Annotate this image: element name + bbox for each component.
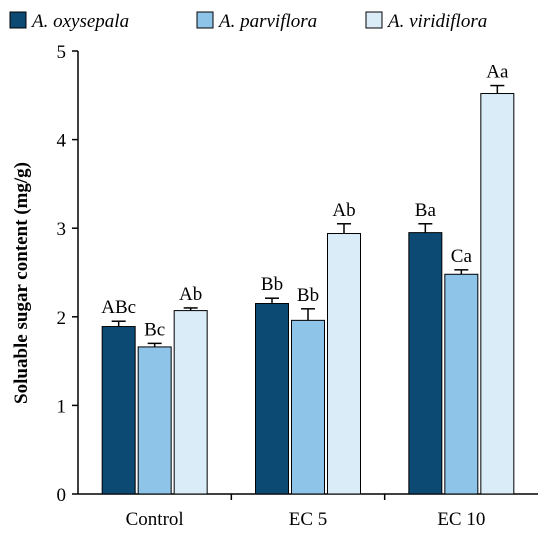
- x-tick-label: EC 10: [437, 509, 485, 530]
- bar: [173, 310, 208, 495]
- y-axis-label: Soluable sugar content (mg/g): [11, 162, 32, 404]
- legend-entry: A. viridiflora: [386, 11, 487, 32]
- bar: [255, 303, 289, 495]
- data-label: Bb: [297, 285, 319, 306]
- data-label: Ab: [179, 284, 202, 305]
- bar: [101, 326, 136, 495]
- bar: [327, 233, 361, 495]
- data-label: ABc: [101, 297, 136, 318]
- data-label: Bb: [261, 274, 283, 295]
- legend-entry: A. oxysepala: [30, 11, 129, 32]
- x-tick-label: Control: [126, 509, 184, 530]
- bar: [137, 346, 172, 495]
- x-tick-label: EC 5: [289, 509, 328, 530]
- bar: [408, 232, 443, 495]
- y-tick-label: 2: [57, 308, 67, 329]
- data-label: Aa: [486, 62, 509, 83]
- y-tick-label: 0: [57, 485, 67, 506]
- bar: [480, 93, 515, 495]
- legend-swatch: [9, 11, 27, 29]
- y-tick-label: 3: [57, 219, 67, 240]
- legend-entry: A. parviflora: [217, 11, 317, 32]
- legend-swatch: [365, 11, 383, 29]
- data-label: Ba: [415, 200, 437, 221]
- x-axis: Control EC 5 EC 10: [78, 493, 538, 530]
- bars: ABc Bc Ab Bb Bb Ab Ba Ca Aa: [101, 62, 515, 495]
- y-tick-label: 1: [57, 396, 67, 417]
- legend: A. oxysepala A. parviflora A. viridiflora: [9, 11, 487, 32]
- data-label: Ab: [332, 200, 355, 221]
- y-tick-label: 4: [57, 131, 67, 152]
- y-tick-label: 5: [57, 42, 67, 63]
- legend-swatch: [196, 11, 214, 29]
- bar: [291, 319, 325, 495]
- bar: [444, 273, 479, 495]
- y-axis: 0 1 2 3 4 5: [57, 42, 79, 506]
- data-label: Ca: [451, 246, 473, 267]
- data-label: Bc: [144, 319, 165, 340]
